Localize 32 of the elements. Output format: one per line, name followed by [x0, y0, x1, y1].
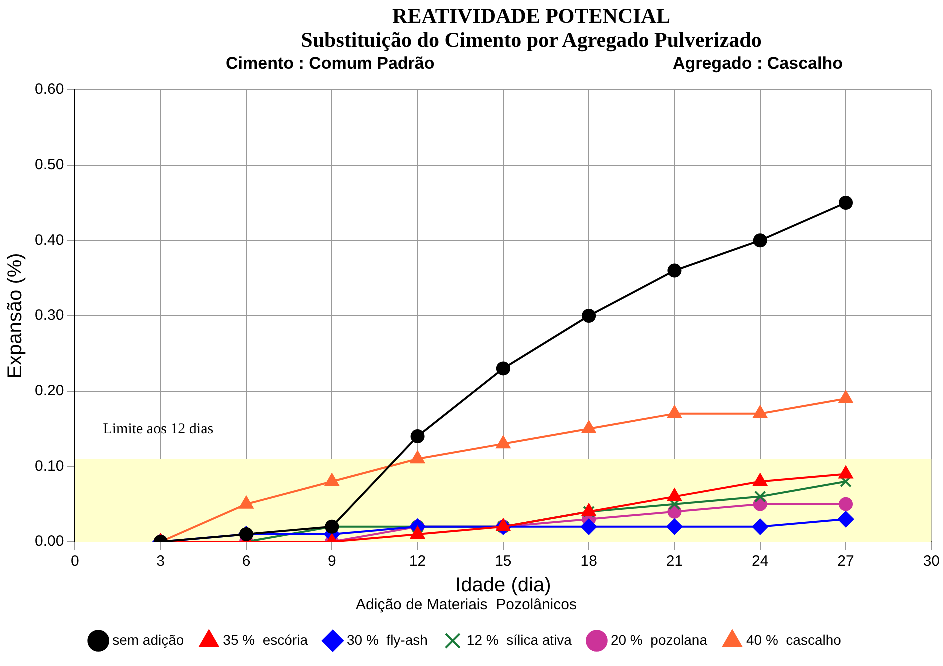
- chart-title: REATIVIDADE POTENCIAL: [392, 4, 672, 28]
- y-tick-label: 0.10: [34, 458, 64, 475]
- legend-label: sem adição: [112, 632, 184, 648]
- x-tick-label: 0: [71, 553, 80, 570]
- y-tick-label: 0.30: [34, 307, 64, 324]
- x-tick-label: 9: [328, 553, 336, 570]
- x-tick-label: 3: [156, 553, 166, 570]
- legend-label: 40 % cascalho: [746, 632, 842, 648]
- x-tick-label: 21: [666, 553, 684, 570]
- text: Agregado : Cascalho: [672, 54, 843, 74]
- y-tick-label: 0.40: [34, 232, 64, 249]
- x-axis-title: Idade (dia): [456, 574, 552, 597]
- y-tick-label: 0.50: [34, 156, 64, 174]
- x-tick-label: 30: [923, 553, 940, 570]
- x-tick-label: 12: [409, 553, 426, 570]
- x-tick-label: 24: [752, 553, 769, 570]
- chart-subtitle: Substituição do Cimento por Agregado Pulverizado: [300, 28, 763, 52]
- text: Cimento : Comum Padrão: [226, 54, 435, 74]
- x-tick-label: 6: [242, 553, 251, 570]
- legend-label: 35 % escória: [223, 632, 308, 648]
- y-axis-title: Expansão (%): [4, 253, 27, 379]
- y-tick-label: 0.20: [34, 382, 64, 400]
- y-tick-label: 0.00: [34, 533, 64, 550]
- band-label: Limite aos 12 dias: [103, 422, 214, 438]
- legend-label: 20 % pozolana: [610, 632, 708, 648]
- legend-label: 30 % fly-ash: [346, 632, 428, 648]
- legend-label: 12 % sílica ativa: [466, 632, 572, 648]
- x-tick-label: 15: [495, 553, 512, 570]
- y-tick-label: 0.60: [34, 81, 64, 98]
- legend-title: Adição de Materiais Pozolânicos: [356, 596, 577, 614]
- x-tick-label: 27: [838, 553, 854, 570]
- x-tick-label: 18: [580, 553, 598, 570]
